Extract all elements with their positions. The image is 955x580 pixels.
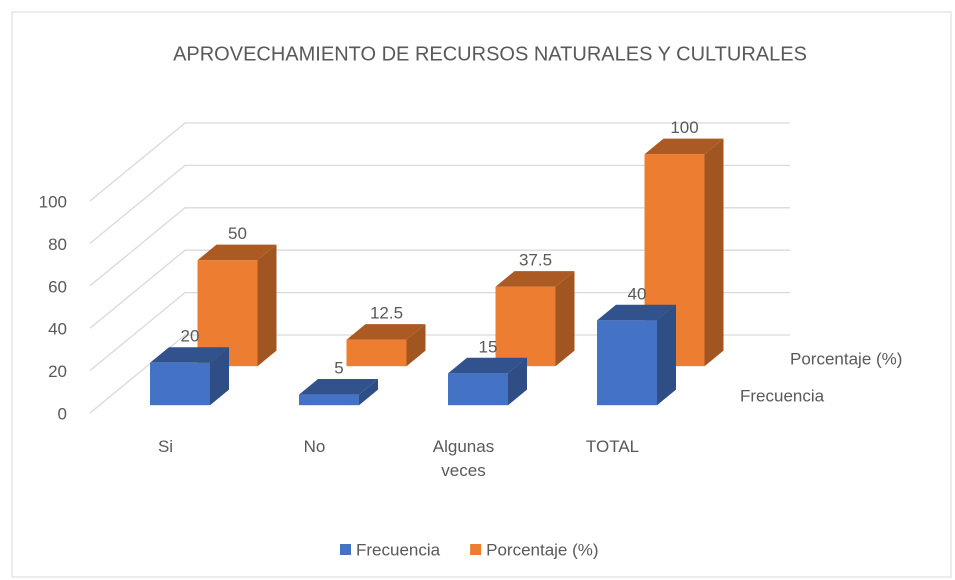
series-axis-label: Porcentaje (%) (790, 349, 902, 368)
bar-side (508, 357, 527, 406)
grid-line (89, 334, 790, 414)
bar-top (150, 347, 229, 363)
bar (346, 339, 407, 367)
legend-label: Frecuencia (356, 540, 441, 559)
x-tick-label: TOTAL (585, 437, 640, 456)
data-label: 20 (181, 327, 200, 346)
bar-side (210, 347, 229, 406)
grid-line (89, 164, 790, 244)
data-label: 40 (628, 284, 647, 303)
bar (448, 373, 508, 406)
bar-side (406, 324, 426, 367)
grid-line (89, 207, 790, 287)
bar-top (197, 244, 277, 261)
legend-label: Porcentaje (%) (486, 540, 598, 559)
data-label: 5 (334, 358, 343, 377)
bar-top (597, 304, 676, 321)
legend-swatch (470, 544, 482, 555)
y-tick-label: 80 (48, 235, 67, 254)
bar-top (346, 324, 426, 340)
bar-top (644, 138, 724, 155)
bar-side (555, 271, 575, 367)
grid-line (89, 249, 790, 329)
data-label: 50 (228, 224, 247, 243)
bar (495, 286, 556, 367)
bar (299, 394, 359, 406)
chart-title: APROVECHAMIENTO DE RECURSOS NATURALES Y … (173, 43, 807, 65)
y-tick-label: 40 (48, 320, 67, 339)
grid-line (89, 291, 790, 372)
bar-side (257, 244, 277, 367)
chart-border (11, 11, 952, 578)
y-tick-label: 20 (48, 362, 67, 381)
grid-line (89, 122, 790, 202)
x-tick-label: Algunas veces (432, 437, 495, 480)
x-tick-label: Si (157, 437, 174, 456)
data-label: 12.5 (370, 304, 403, 323)
bar-top (448, 357, 527, 374)
y-tick-label: 100 (39, 192, 67, 211)
data-label: 15 (479, 337, 498, 356)
y-tick-label: 60 (48, 277, 67, 296)
x-tick-label: No (303, 437, 326, 456)
bar-top (299, 379, 378, 395)
data-label: 100 (670, 118, 698, 137)
bar (150, 362, 210, 406)
bar-side (704, 138, 724, 367)
bar-side (657, 304, 676, 406)
data-label: 37.5 (519, 251, 552, 270)
bar-side (359, 379, 378, 406)
legend-swatch (340, 544, 351, 555)
bar-top (495, 271, 575, 287)
series-axis-label: Frecuencia (740, 386, 825, 405)
y-tick-label: 0 (58, 404, 67, 423)
bar (597, 320, 657, 406)
